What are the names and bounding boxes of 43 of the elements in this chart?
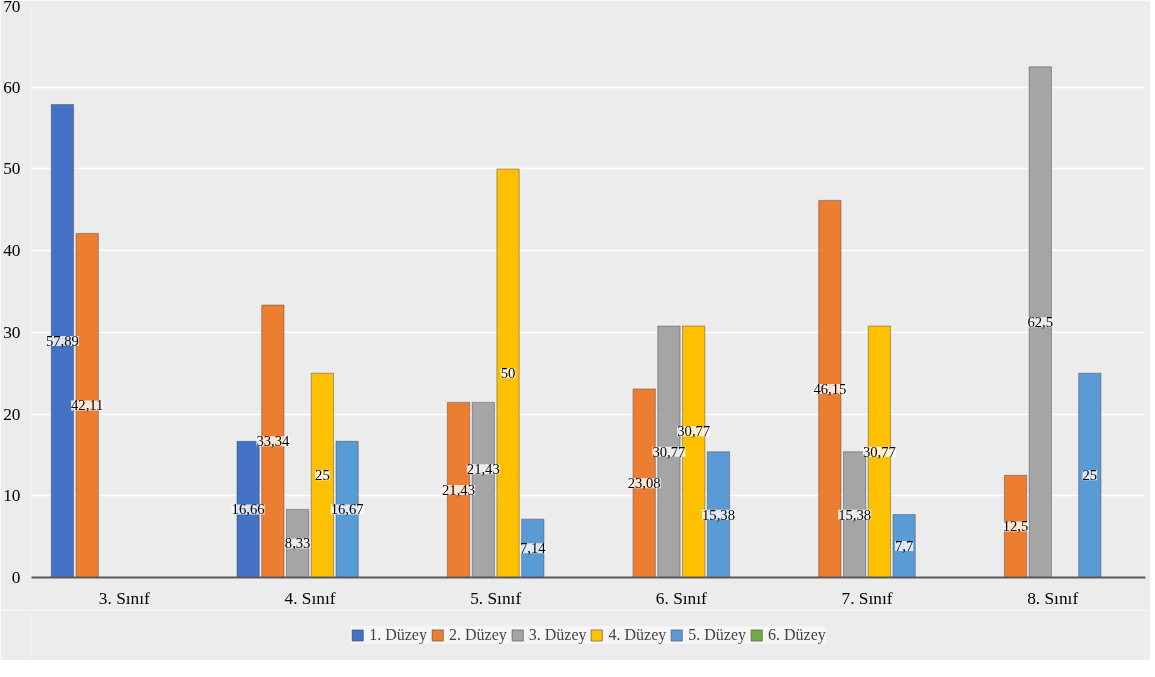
data-label: 16,66 bbox=[231, 501, 265, 518]
legend-label: 5. Düzey bbox=[688, 626, 747, 644]
data-label: 21,43 bbox=[466, 461, 500, 478]
x-tick-label: 8. Sınıf bbox=[1027, 588, 1079, 608]
bar bbox=[1078, 372, 1102, 578]
data-label: 30,77 bbox=[652, 443, 686, 460]
x-tick-label: 5. Sınıf bbox=[470, 588, 522, 608]
data-label: 42,11 bbox=[70, 397, 104, 414]
data-label: 7,7 bbox=[894, 538, 914, 555]
legend-label: 2. Düzey bbox=[448, 626, 507, 644]
y-tick-label: 50 bbox=[3, 159, 21, 179]
data-label: 57,89 bbox=[45, 332, 79, 349]
y-tick-label: 60 bbox=[3, 77, 21, 97]
data-label: 50 bbox=[500, 365, 516, 382]
y-tick-label: 70 bbox=[3, 0, 21, 16]
x-tick-label: 3. Sınıf bbox=[98, 588, 151, 608]
legend-label: 4. Düzey bbox=[608, 626, 667, 644]
data-label: 30,77 bbox=[677, 423, 711, 440]
data-label: 15,38 bbox=[838, 506, 872, 523]
x-tick-label: 4. Sınıf bbox=[284, 588, 336, 608]
data-label: 12,5 bbox=[1002, 518, 1029, 535]
data-label: 46,15 bbox=[813, 380, 847, 397]
y-tick-label: 10 bbox=[3, 486, 21, 506]
y-tick-label: 30 bbox=[3, 322, 21, 342]
data-label: 33,34 bbox=[256, 433, 291, 450]
legend-label: 3. Düzey bbox=[528, 626, 587, 644]
data-label: 7,14 bbox=[519, 540, 547, 557]
x-tick-label: 7. Sınıf bbox=[841, 588, 893, 608]
data-label: 30,77 bbox=[862, 443, 896, 460]
data-label: 21,43 bbox=[442, 481, 476, 498]
legend-label: 6. Düzey bbox=[768, 626, 826, 644]
legend-label: 1. Düzey bbox=[369, 626, 427, 644]
data-label: 8,33 bbox=[284, 535, 311, 552]
x-tick-label: 6. Sınıf bbox=[655, 588, 708, 608]
data-label: 23,08 bbox=[627, 475, 661, 492]
data-label: 62,5 bbox=[1027, 314, 1054, 331]
data-label: 25 bbox=[1082, 467, 1098, 484]
data-label: 16,67 bbox=[330, 501, 364, 518]
data-label: 15,38 bbox=[701, 506, 735, 523]
y-tick-label: 20 bbox=[3, 404, 21, 424]
y-tick-label: 0 bbox=[11, 568, 21, 587]
y-tick-label: 40 bbox=[3, 241, 21, 261]
data-label: 25 bbox=[315, 467, 330, 484]
